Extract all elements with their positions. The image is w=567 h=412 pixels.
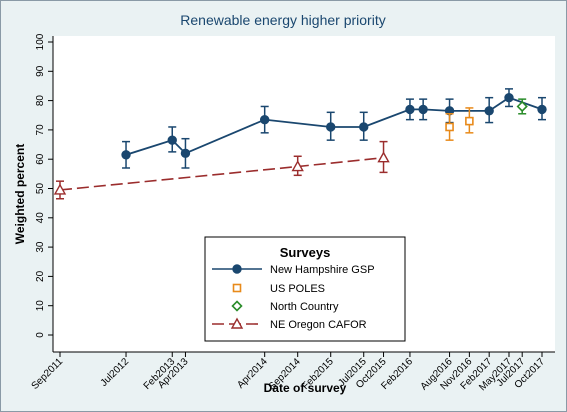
data-point — [504, 92, 514, 103]
y-tick-label: 30 — [35, 241, 46, 253]
series-north-country — [516, 98, 528, 115]
legend-item-north-country: North Country — [231, 300, 339, 313]
x-tick-label: Sep2011 — [30, 356, 66, 392]
data-point — [359, 122, 369, 132]
y-tick-label: 90 — [35, 65, 46, 77]
data-point — [259, 114, 270, 125]
legend-label: US POLES — [270, 283, 325, 295]
legend-item-us-poles: US POLES — [232, 283, 325, 295]
x-tick-label: Jul2012 — [99, 356, 132, 389]
legend-items: New Hampshire GSP US POLES North Country NE… — [212, 264, 375, 331]
data-point — [291, 160, 304, 172]
data-point — [53, 183, 67, 195]
legend-marker — [231, 300, 243, 312]
series-layer — [53, 88, 547, 200]
data-point — [445, 122, 454, 132]
y-tick-label: 70 — [35, 124, 46, 136]
y-tick-label: 60 — [35, 153, 46, 165]
legend-item-ne-oregon-cafor: NE Oregon CAFOR — [212, 317, 367, 331]
legend-label: New Hampshire GSP — [270, 264, 375, 276]
data-point — [377, 151, 390, 163]
series-new-hampshire-gsp — [121, 88, 547, 169]
y-tick-label: 80 — [35, 95, 46, 107]
data-point — [516, 100, 528, 113]
legend-marker — [232, 264, 242, 274]
y-tick-label: 10 — [35, 300, 46, 312]
data-point — [121, 150, 131, 160]
x-axis-label: Date of survey — [264, 381, 347, 395]
chart-title: Renewable energy higher priority — [180, 12, 385, 28]
data-point — [418, 104, 428, 115]
data-point — [465, 116, 474, 126]
y-axis-ticks: 0 10 20 30 40 50 60 70 80 90 100 — [35, 33, 53, 338]
legend-marker — [232, 283, 242, 293]
data-point — [326, 122, 336, 132]
legend: Surveys New Hampshire GSP US POLES North C… — [204, 236, 406, 342]
y-tick-label: 50 — [35, 183, 46, 195]
data-point — [167, 135, 177, 145]
legend-marker — [230, 317, 244, 329]
legend-item-new-hampshire-gsp: New Hampshire GSP — [212, 264, 375, 276]
data-point — [537, 104, 547, 115]
series-ne-oregon-cafor — [53, 140, 390, 200]
y-tick-label: 40 — [35, 212, 46, 224]
y-axis-label: Weighted percent — [13, 144, 27, 244]
legend-title: Surveys — [280, 245, 331, 260]
y-tick-label: 20 — [35, 270, 46, 282]
y-tick-label: 100 — [35, 33, 46, 50]
legend-label: North Country — [270, 301, 339, 313]
data-point — [180, 148, 191, 159]
data-point — [484, 106, 494, 116]
series-us-poles — [445, 107, 474, 141]
data-point — [405, 104, 415, 115]
legend-label: NE Oregon CAFOR — [270, 319, 367, 331]
y-tick-label: 0 — [35, 332, 46, 338]
